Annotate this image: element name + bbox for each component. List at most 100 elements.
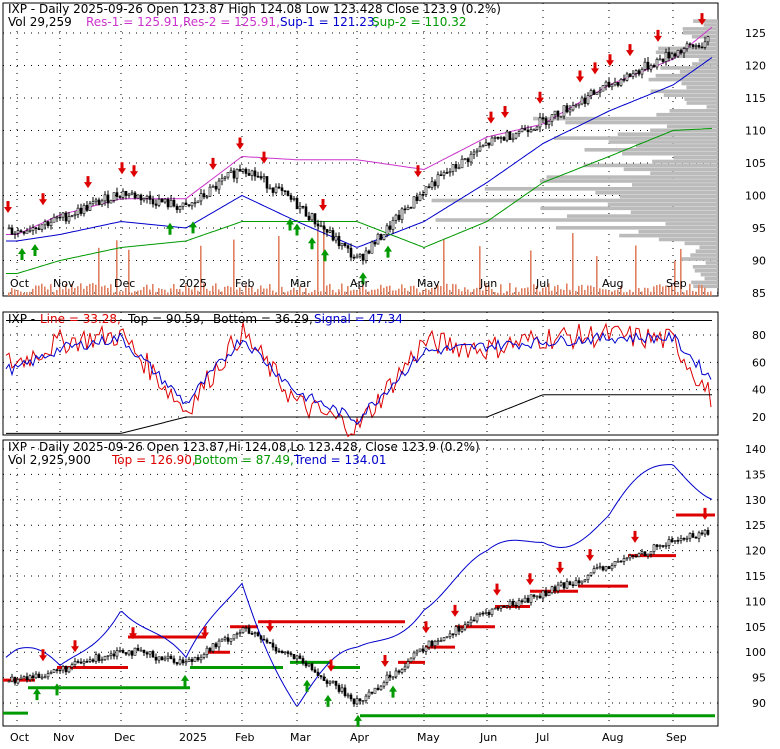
price-candle-body [121, 190, 125, 198]
price-candle-body [289, 195, 293, 200]
price-candle-body [703, 41, 707, 48]
volume-profile-bar [566, 214, 718, 218]
volume-bar [659, 284, 661, 296]
volume-bar [149, 289, 151, 296]
volume-bar [593, 287, 595, 296]
volume-bar [35, 285, 37, 296]
price-candle-body [454, 164, 458, 169]
price-candle-body [16, 230, 20, 234]
volume-bar [143, 287, 145, 296]
price-candle-body [184, 202, 188, 206]
volume-bar [341, 283, 343, 296]
volume-profile-bar [690, 253, 718, 257]
trend-candle-body [286, 651, 290, 654]
price-candle-body [661, 58, 665, 62]
price-candle-body [106, 194, 110, 204]
volume-profile-bar [623, 167, 718, 172]
volume-bar [476, 287, 478, 296]
price-candle-body [610, 84, 614, 88]
trend-candle-body [379, 685, 383, 690]
volume-bar [383, 287, 385, 296]
trend-candle-body [691, 533, 695, 538]
price-candle-body [445, 172, 449, 174]
trend-candle-body [355, 698, 359, 705]
trend-candle-body [562, 582, 566, 589]
trend-up-arrow [303, 679, 311, 692]
price-candle-body [430, 181, 434, 188]
volume-bar [578, 285, 580, 296]
volume-bar [392, 290, 394, 296]
down-arrow [501, 105, 509, 118]
price-candle-body [415, 196, 419, 201]
volume-bar [272, 290, 274, 296]
price-candle-body [37, 228, 41, 231]
price-y-tick: 125 [745, 27, 766, 40]
price-x-tick: Dec [114, 277, 135, 290]
trend-candle-body [13, 676, 17, 684]
volume-profile-bar [484, 187, 718, 191]
volume-bar [104, 285, 106, 296]
volume-bar [350, 290, 352, 296]
trend-x-tick: Aug [602, 731, 623, 744]
oscillator-line-bottom [6, 394, 712, 434]
trend-candle-body [514, 604, 518, 607]
trend-candle-body [7, 680, 11, 683]
trend-candle-body [436, 640, 440, 643]
trend-candle-body [352, 698, 356, 705]
volume-bar [431, 288, 433, 296]
trend-candle-body [649, 551, 653, 555]
volume-profile-bar [631, 183, 718, 187]
price-candle-body [70, 215, 74, 218]
panel2-bottom: Bottom = 36.29, [213, 312, 313, 326]
volume-bar [374, 289, 376, 296]
volume-bar [89, 283, 91, 296]
trend-x-tick: Nov [53, 731, 75, 744]
price-candle-body [247, 173, 251, 176]
trend-candle-body [505, 605, 509, 608]
volume-bar [437, 285, 439, 296]
price-candle-body [64, 212, 68, 222]
volume-bar [602, 289, 604, 296]
volume-bar [557, 285, 559, 296]
price-candle-body [49, 221, 53, 226]
trend-candle-body [700, 532, 704, 535]
volume-profile-bar [681, 81, 718, 86]
trend-candle-body [139, 649, 143, 652]
price-candle-body [670, 53, 674, 59]
price-candle-body [370, 241, 374, 254]
trend-down-arrow [493, 583, 501, 596]
down-arrow [654, 29, 662, 42]
trend-candle-body [502, 605, 506, 608]
trend-candle-body [274, 646, 278, 652]
trend-candle-body [427, 640, 431, 648]
volume-profile-bar [666, 54, 718, 58]
price-candle-body [169, 199, 173, 208]
volume-bar [533, 284, 535, 296]
volume-bar [68, 288, 70, 296]
volume-bar [251, 286, 253, 296]
price-candle-body [19, 230, 23, 233]
trend-candle-body [31, 675, 35, 679]
price-candle-body [118, 196, 122, 198]
price-candle-body [478, 146, 482, 152]
price-candle-body [652, 65, 656, 68]
trend-candle-body [304, 662, 308, 667]
trend-candle-body [46, 673, 50, 678]
trend-candle-body [694, 537, 698, 539]
volume-profile-bar [684, 241, 718, 246]
price-candle-body [148, 195, 152, 200]
volume-bar [224, 286, 226, 296]
price-candle-body [568, 109, 572, 113]
price-candle-body [151, 199, 155, 205]
trend-candle-body [100, 659, 104, 661]
volume-bar [404, 288, 406, 296]
trend-candle-body [160, 656, 164, 661]
trend-grid [3, 440, 718, 726]
trend-candle-body [67, 666, 71, 673]
price-candle-body [217, 180, 221, 190]
price-candle-body [559, 115, 563, 118]
price-candle-body [388, 225, 392, 230]
volume-profile-bar [435, 218, 718, 222]
trend-candle-body [271, 642, 275, 648]
